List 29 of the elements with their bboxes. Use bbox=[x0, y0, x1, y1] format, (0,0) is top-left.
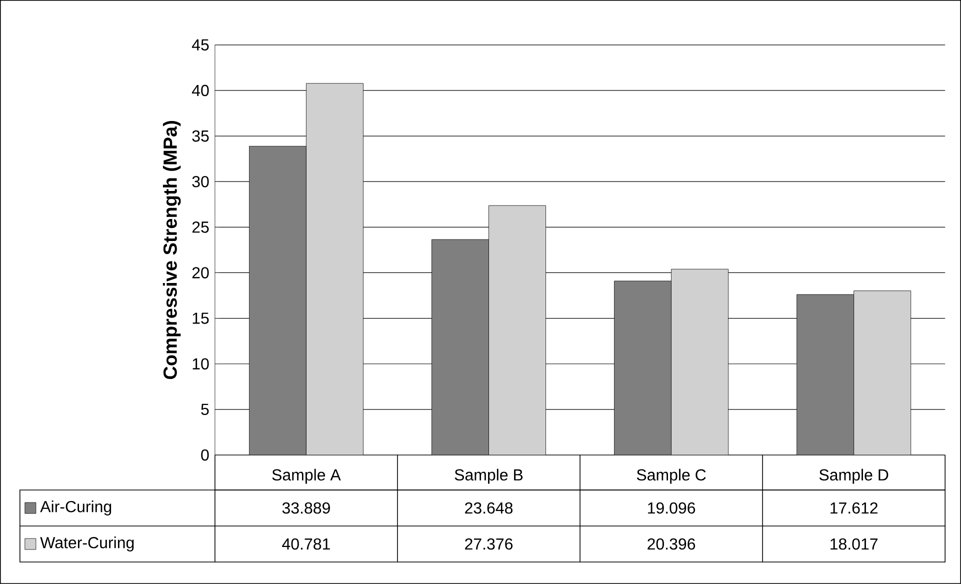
y-tick-label: 15 bbox=[192, 312, 209, 324]
bar bbox=[488, 205, 546, 456]
x-tick-label: Sample C bbox=[636, 468, 706, 484]
x-tick-label: Sample A bbox=[272, 468, 341, 484]
y-tick-label: 10 bbox=[192, 358, 209, 370]
y-tick-label: 20 bbox=[192, 267, 209, 278]
legend-label: Water-Curing bbox=[40, 536, 134, 552]
bar bbox=[306, 83, 364, 456]
data-label: 33.889 bbox=[282, 502, 330, 514]
x-tick-label: Sample D bbox=[819, 468, 888, 484]
data-label: 27.376 bbox=[465, 538, 513, 550]
data-label: 19.096 bbox=[648, 502, 696, 514]
y-tick-label: 25 bbox=[192, 222, 209, 233]
x-tick-label: Sample B bbox=[454, 468, 523, 484]
y-tick-label: 45 bbox=[192, 39, 209, 51]
y-tick-label: 40 bbox=[192, 84, 209, 96]
data-label: 40.781 bbox=[282, 538, 330, 550]
data-label: 23.648 bbox=[465, 502, 513, 514]
y-tick-label: 5 bbox=[201, 404, 209, 416]
bar bbox=[854, 290, 912, 456]
y-tick-label: 0 bbox=[201, 449, 209, 461]
data-label: 17.612 bbox=[830, 502, 878, 514]
legend-label: Air-Curing bbox=[40, 500, 112, 516]
data-label: 20.396 bbox=[648, 538, 696, 550]
bar bbox=[671, 268, 729, 456]
data-label: 18.017 bbox=[830, 538, 878, 550]
y-tick-label: 35 bbox=[192, 130, 209, 142]
y-axis-title: Compressive Strength (MPa) bbox=[162, 121, 181, 380]
y-tick-label: 30 bbox=[192, 176, 209, 188]
